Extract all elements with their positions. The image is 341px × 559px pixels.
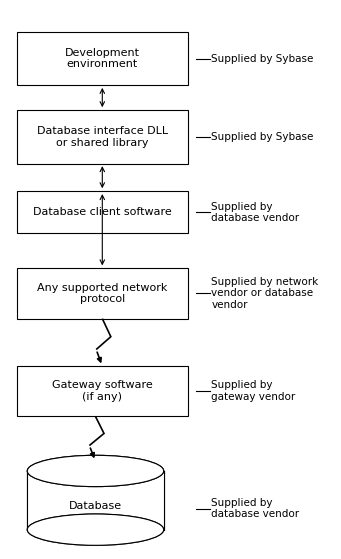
Text: Supplied by
database vendor: Supplied by database vendor	[211, 498, 299, 519]
Text: Any supported network
protocol: Any supported network protocol	[37, 283, 167, 304]
FancyBboxPatch shape	[27, 471, 164, 530]
FancyBboxPatch shape	[17, 111, 188, 163]
FancyBboxPatch shape	[17, 191, 188, 234]
Text: Gateway software
(if any): Gateway software (if any)	[52, 381, 153, 402]
Ellipse shape	[27, 455, 164, 486]
FancyBboxPatch shape	[17, 268, 188, 319]
Text: Supplied by
gateway vendor: Supplied by gateway vendor	[211, 381, 296, 402]
FancyBboxPatch shape	[17, 366, 188, 416]
Ellipse shape	[27, 455, 164, 486]
Text: Database client software: Database client software	[33, 207, 172, 217]
Text: Database interface DLL
or shared library: Database interface DLL or shared library	[37, 126, 168, 148]
Text: Supplied by network
vendor or database
vendor: Supplied by network vendor or database v…	[211, 277, 319, 310]
Text: Supplied by Sybase: Supplied by Sybase	[211, 54, 314, 64]
Text: Database: Database	[69, 501, 122, 511]
Text: Development
environment: Development environment	[65, 48, 140, 69]
Text: Supplied by Sybase: Supplied by Sybase	[211, 132, 314, 142]
Text: Supplied by
database vendor: Supplied by database vendor	[211, 202, 299, 223]
FancyBboxPatch shape	[17, 32, 188, 85]
Ellipse shape	[27, 514, 164, 546]
Ellipse shape	[27, 514, 164, 546]
